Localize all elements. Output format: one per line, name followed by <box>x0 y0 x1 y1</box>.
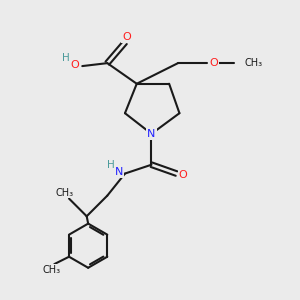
Text: N: N <box>115 167 124 177</box>
Text: H: H <box>107 160 115 170</box>
Text: O: O <box>70 61 79 70</box>
Text: O: O <box>210 58 218 68</box>
Text: O: O <box>122 32 131 42</box>
Text: N: N <box>147 129 156 139</box>
Text: O: O <box>178 170 188 180</box>
Text: CH₃: CH₃ <box>42 265 60 275</box>
Text: H: H <box>62 53 70 63</box>
Text: CH₃: CH₃ <box>244 58 262 68</box>
Text: CH₃: CH₃ <box>56 188 74 198</box>
